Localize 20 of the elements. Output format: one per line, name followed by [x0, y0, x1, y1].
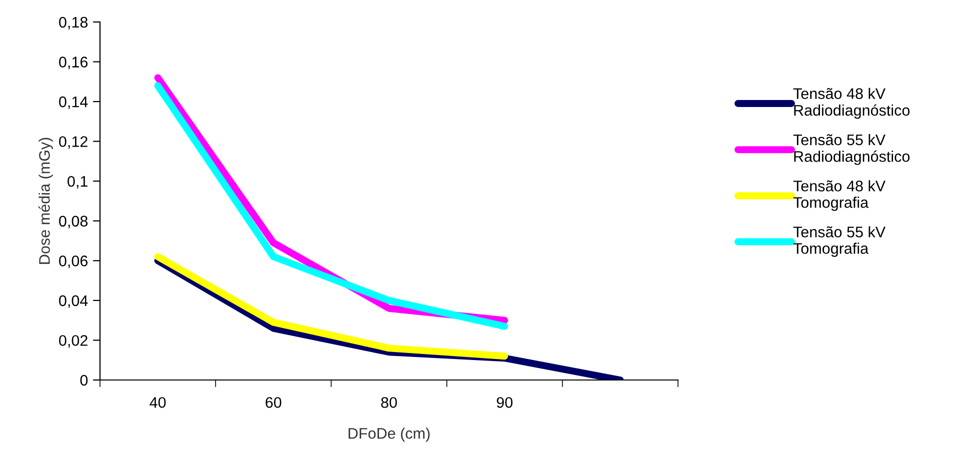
legend-label: Tensão 55 kV Radiodiagnóstico	[793, 134, 910, 165]
y-tick-label: 0,14	[59, 96, 88, 110]
y-tick-label: 0,16	[59, 56, 88, 70]
y-tick-label: 0,12	[59, 136, 88, 149]
y-tick-label: 0,08	[59, 216, 88, 228]
y-tick-label: 0	[80, 374, 88, 386]
legend-label: Tensão 48 kV Tomografia	[793, 180, 886, 211]
y-tick-label: 0,1	[68, 176, 88, 189]
x-tick-label: 40	[150, 397, 166, 408]
x-tick-label: 90	[496, 397, 512, 408]
y-tick-label: 0,02	[59, 335, 88, 348]
x-tick-label: 60	[266, 397, 282, 408]
x-axis-title: DFoDe (cm)	[348, 428, 430, 442]
legend-label: Tensão 48 kV Radiodiagnóstico	[793, 88, 910, 119]
y-tick-label: 0,18	[59, 16, 88, 30]
y-axis-title: Dose média (mGy)	[38, 138, 53, 264]
x-tick-label: 80	[381, 397, 397, 408]
y-tick-label: 0,06	[59, 256, 88, 268]
legend-label: Tensão 55 kV Tomografia	[793, 226, 886, 257]
y-tick-label: 0,04	[59, 295, 88, 308]
